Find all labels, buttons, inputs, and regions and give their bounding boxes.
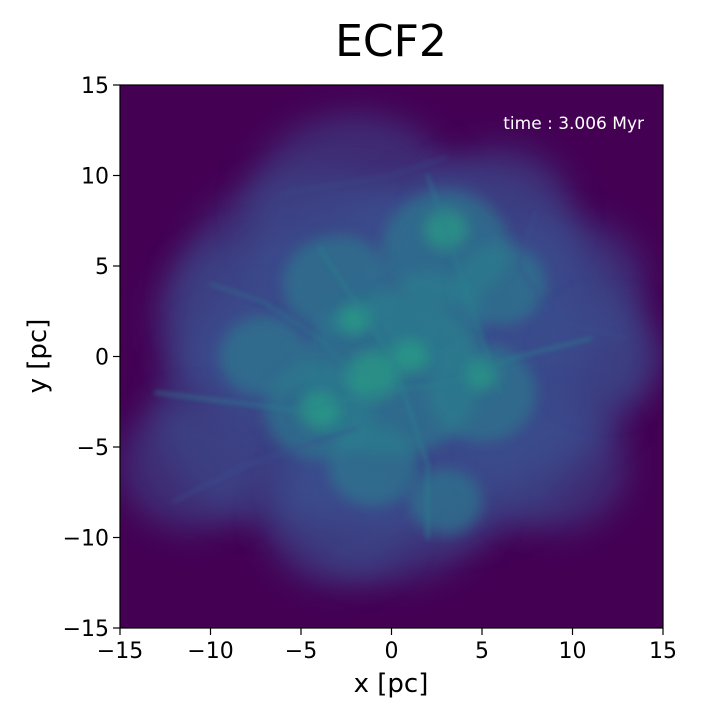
cloud-blob (454, 243, 546, 325)
cloud-filament (209, 282, 357, 377)
cloud-blob (482, 399, 627, 531)
x-tick-label: −10 (187, 639, 233, 664)
time-annotation: time : 3.006 Myr (503, 114, 644, 134)
y-tick-label: 10 (81, 165, 109, 190)
cloud-blob (427, 343, 537, 442)
y-axis: −15 −10 −5 0 5 10 15 (63, 74, 120, 642)
x-tick-label: −15 (97, 639, 143, 664)
y-tick-label: 0 (95, 346, 109, 371)
cloud-filament (516, 210, 629, 340)
x-tick-label: −5 (285, 639, 317, 664)
cloud-filament (281, 155, 448, 196)
y-tick-label: −10 (63, 527, 109, 552)
y-tick-label: 5 (95, 255, 109, 280)
cloud-blob (328, 424, 419, 506)
x-tick-label: 10 (559, 639, 587, 664)
cloud-blob (409, 468, 482, 534)
cloud-filament (172, 426, 358, 504)
cloud-blob (120, 399, 265, 531)
y-axis-label: y [pc] (23, 319, 53, 394)
x-axis-label: x [pc] (354, 669, 429, 699)
cloud-filament (425, 173, 502, 395)
cloud-blob (554, 307, 663, 406)
cloud-filament (154, 336, 593, 413)
y-tick-label: −5 (77, 436, 109, 461)
cloud-blob (391, 340, 428, 373)
cloud-blob (219, 315, 311, 398)
y-tick-label: 15 (81, 74, 109, 99)
x-tick-label: 0 (385, 639, 399, 664)
chart-title: ECF2 (335, 16, 447, 67)
density-map (120, 113, 663, 585)
y-tick-label: −15 (63, 617, 109, 642)
x-axis: −15 −10 −5 0 5 10 15 (97, 628, 677, 664)
x-tick-label: 5 (475, 639, 489, 664)
cloud-filament (317, 245, 430, 540)
x-tick-label: 15 (649, 639, 677, 664)
cloud-blob (346, 350, 401, 400)
